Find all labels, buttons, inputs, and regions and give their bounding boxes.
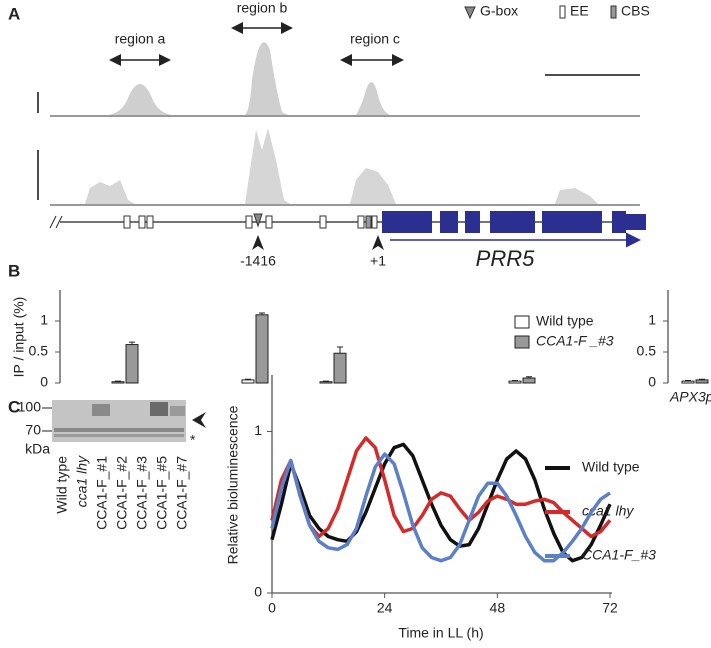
y-axis-label: IP / input (%) bbox=[11, 297, 27, 378]
bar bbox=[255, 314, 269, 384]
panel-label: A bbox=[8, 4, 20, 23]
legend-label: Wild type bbox=[582, 459, 640, 475]
series-line bbox=[270, 452, 611, 563]
error-bar bbox=[259, 312, 265, 315]
error-bar bbox=[526, 376, 532, 379]
lane-label: CCA1-F_#3 bbox=[134, 456, 150, 530]
error-bar bbox=[699, 378, 705, 380]
gbox-icon bbox=[464, 6, 476, 20]
bar bbox=[522, 377, 536, 384]
y-tick-label: 1 bbox=[648, 312, 656, 328]
lane-label: Wild type bbox=[54, 456, 70, 514]
bar bbox=[319, 381, 333, 384]
chip-track bbox=[50, 128, 640, 204]
error-bar bbox=[245, 378, 251, 380]
bar bbox=[508, 380, 522, 384]
error-bar bbox=[685, 380, 691, 382]
lane-label: CCA1-F_#2 bbox=[114, 456, 130, 530]
legend-label: EE bbox=[570, 3, 589, 19]
marker-label: 70 bbox=[25, 422, 41, 438]
series-line bbox=[270, 442, 612, 563]
legend-swatch bbox=[514, 315, 530, 329]
legend-swatch bbox=[514, 335, 530, 349]
x-axis-label: Time in LL (h) bbox=[398, 625, 483, 641]
error-bar bbox=[337, 346, 343, 354]
lane-label: CCA1-F_#1 bbox=[94, 456, 110, 530]
legend-label: CCA1-F_#3 bbox=[582, 547, 656, 563]
bar bbox=[333, 352, 347, 384]
y-tick-label: 1 bbox=[254, 422, 262, 438]
position-label: -1416 bbox=[240, 253, 276, 269]
position-label: +1 bbox=[370, 253, 386, 269]
cbs-icon bbox=[610, 5, 617, 19]
region-label: region c bbox=[350, 31, 400, 47]
band-mark: * bbox=[190, 432, 196, 448]
lane-label: cca1 lhy bbox=[74, 455, 90, 507]
gene-name: PRR5 bbox=[476, 246, 535, 271]
panel-label: B bbox=[8, 261, 20, 280]
legend-label: CCA1-F _#3 bbox=[536, 333, 614, 349]
error-bar bbox=[115, 380, 121, 382]
region-label: region b bbox=[237, 0, 288, 16]
y-tick-label: 1 bbox=[40, 312, 48, 328]
gene-model bbox=[49, 211, 646, 250]
category-label: APX3pro bbox=[669, 389, 711, 405]
marker-label: 100 bbox=[18, 399, 42, 415]
bar bbox=[125, 344, 139, 384]
panel-label: C bbox=[8, 397, 20, 416]
x-tick-label: 48 bbox=[490, 600, 506, 616]
y-tick-label: 0 bbox=[648, 374, 656, 390]
bar bbox=[695, 379, 709, 384]
x-tick-label: 0 bbox=[268, 600, 276, 616]
chip-track bbox=[50, 42, 640, 115]
error-bar bbox=[512, 380, 518, 382]
legend-label: G-box bbox=[480, 3, 518, 19]
x-tick-label: 72 bbox=[602, 600, 618, 616]
y-axis-label: Relative bioluminescence bbox=[225, 405, 241, 564]
lane-label: CCA1-F_#7 bbox=[174, 456, 190, 530]
y-tick-label: 0 bbox=[254, 584, 262, 600]
legend-label: Wild type bbox=[536, 313, 594, 329]
ee-icon bbox=[559, 5, 566, 19]
bar bbox=[681, 380, 695, 384]
bar bbox=[241, 379, 255, 384]
lane-label: CCA1-F_#5 bbox=[154, 456, 170, 530]
x-tick-label: 24 bbox=[377, 600, 393, 616]
y-tick-label: 0.5 bbox=[29, 343, 49, 359]
western-blot bbox=[42, 400, 206, 442]
legend-label: CBS bbox=[621, 3, 650, 19]
region-label: region a bbox=[115, 31, 166, 47]
y-tick-label: 0 bbox=[40, 374, 48, 390]
error-bar bbox=[323, 380, 329, 382]
unit-label: kDa bbox=[25, 441, 50, 457]
error-bar bbox=[129, 341, 135, 345]
series-line bbox=[270, 436, 612, 539]
bar bbox=[111, 381, 125, 384]
y-tick-label: 0.5 bbox=[637, 343, 657, 359]
